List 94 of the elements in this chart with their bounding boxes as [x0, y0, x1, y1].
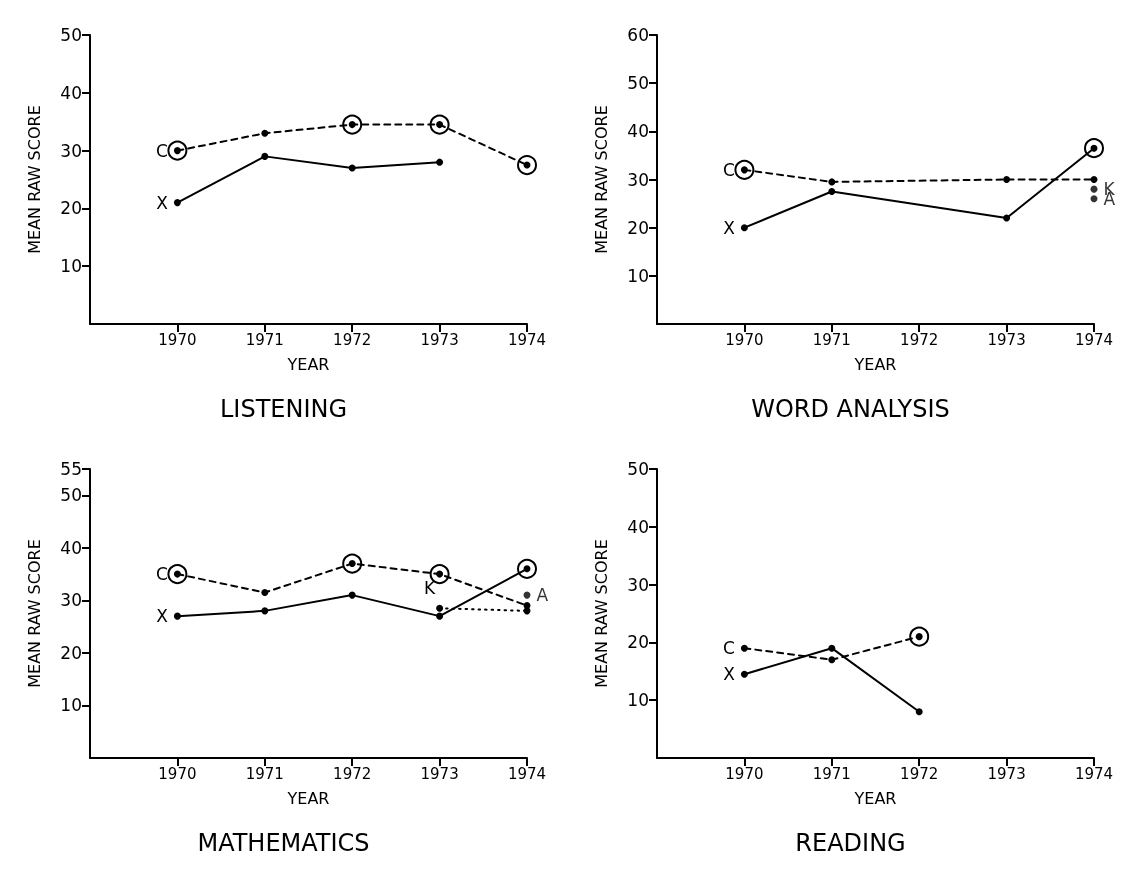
point — [517, 558, 537, 579]
point — [348, 164, 356, 172]
y-tick-label: 40 — [60, 82, 82, 103]
point — [915, 708, 923, 716]
x-tick-label: 1970 — [725, 330, 764, 349]
point — [828, 178, 836, 186]
x-tick-label: 1974 — [1074, 330, 1114, 349]
point — [740, 224, 748, 232]
y-tick-label: 30 — [627, 574, 649, 595]
x-tick-label: 1970 — [725, 764, 764, 783]
y-axis-title: MEAN RAW SCORE — [24, 105, 44, 254]
y-tick-label: 55 — [60, 459, 82, 479]
point — [167, 140, 188, 161]
point — [167, 564, 188, 585]
x-tick-label: 1973 — [987, 764, 1026, 783]
series-label: C — [723, 159, 735, 180]
point — [261, 588, 269, 596]
series-label: X — [156, 606, 169, 627]
y-tick-label: 10 — [627, 265, 649, 286]
y-axis-title: MEAN RAW SCORE — [591, 539, 611, 688]
text: WORD ANALYSIS — [751, 395, 950, 423]
series-label: X — [723, 217, 736, 238]
point — [740, 644, 748, 652]
x-tick-label: 1971 — [245, 764, 284, 783]
y-axis-title: MEAN RAW SCORE — [24, 539, 44, 688]
series-label: X — [156, 192, 169, 213]
point — [1084, 138, 1104, 159]
y-tick-label: 50 — [60, 25, 82, 45]
y-tick-label: 50 — [627, 459, 649, 479]
point — [1003, 214, 1011, 222]
text: MATHEMATICS — [197, 829, 370, 857]
y-tick-label: 30 — [60, 590, 82, 611]
point — [740, 670, 748, 678]
x-axis-title: YEAR — [853, 354, 897, 374]
x-tick-label: 1974 — [507, 330, 547, 349]
series-label: K — [424, 578, 437, 599]
point — [261, 152, 269, 160]
y-tick-label: 20 — [627, 217, 649, 238]
y-tick-label: 10 — [627, 690, 649, 711]
y-tick-label: 10 — [60, 256, 82, 277]
y-tick-label: 20 — [60, 198, 82, 219]
x-tick-label: 1970 — [158, 330, 197, 349]
y-tick-label: 40 — [627, 121, 649, 142]
y-tick-label: 50 — [627, 73, 649, 94]
x-tick-label: 1971 — [812, 764, 851, 783]
series-label: X — [723, 664, 736, 685]
x-tick-label: 1972 — [900, 764, 939, 783]
y-axis-title: MEAN RAW SCORE — [591, 105, 611, 254]
point — [173, 612, 181, 620]
series-label: C — [156, 564, 168, 585]
x-tick-label: 1971 — [812, 330, 851, 349]
y-tick-label: 60 — [627, 25, 649, 45]
point — [1090, 195, 1098, 203]
x-axis-title: YEAR — [286, 354, 330, 374]
x-axis-title: YEAR — [853, 788, 897, 808]
y-tick-label: 20 — [627, 632, 649, 653]
point — [348, 591, 356, 599]
x-tick-label: 1974 — [507, 764, 547, 783]
x-tick-label: 1971 — [245, 330, 284, 349]
x-tick-label: 1972 — [333, 764, 372, 783]
point — [261, 607, 269, 615]
point — [828, 656, 836, 664]
text: READING — [795, 829, 906, 857]
series-label: A — [536, 585, 549, 606]
x-tick-label: 1973 — [420, 330, 459, 349]
y-tick-label: 30 — [627, 169, 649, 190]
x-tick-label: 1974 — [1074, 764, 1114, 783]
y-tick-label: 40 — [60, 537, 82, 558]
series-label: C — [156, 140, 168, 161]
x-tick-label: 1973 — [420, 764, 459, 783]
y-tick-label: 30 — [60, 140, 82, 161]
x-tick-label: 1972 — [333, 330, 372, 349]
text: LISTENING — [219, 395, 348, 423]
point — [342, 553, 363, 574]
y-tick-label: 50 — [60, 485, 82, 506]
point — [734, 159, 755, 180]
point — [436, 612, 444, 620]
point — [436, 158, 444, 166]
point — [1003, 176, 1011, 183]
x-tick-label: 1972 — [900, 330, 939, 349]
point — [173, 199, 181, 207]
x-axis-title: YEAR — [286, 788, 330, 808]
point — [436, 604, 444, 612]
x-tick-label: 1973 — [987, 330, 1026, 349]
point — [828, 644, 836, 652]
series-label: C — [723, 638, 735, 659]
point — [429, 114, 450, 135]
y-tick-label: 10 — [60, 695, 82, 716]
y-tick-label: 40 — [627, 516, 649, 537]
point — [342, 114, 363, 135]
x-tick-label: 1970 — [158, 764, 197, 783]
point — [828, 188, 836, 196]
y-tick-label: 20 — [60, 642, 82, 663]
point — [1090, 176, 1098, 183]
